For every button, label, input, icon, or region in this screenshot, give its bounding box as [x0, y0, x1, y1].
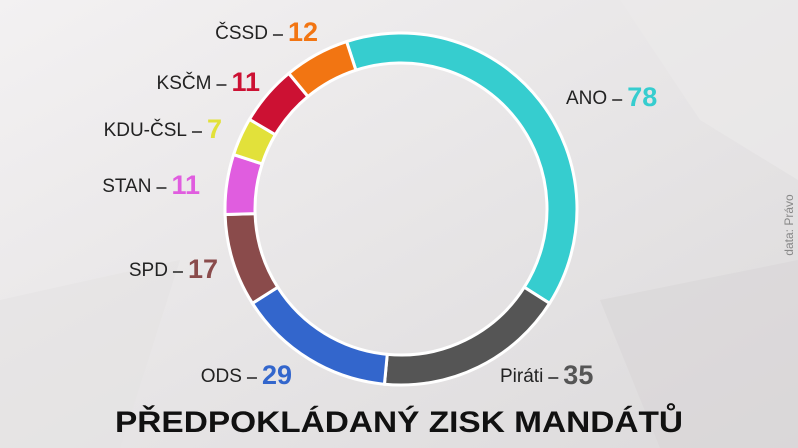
value-label: 29 [262, 360, 292, 390]
value-label: 12 [288, 17, 318, 47]
source: data: Právo [782, 194, 796, 256]
value-label: 17 [188, 254, 218, 284]
label-name: ČSSD [215, 22, 268, 44]
label-name: ANO [566, 88, 607, 109]
label-name: SPD [129, 260, 168, 281]
donut [223, 31, 579, 387]
bg-shape [620, 0, 798, 180]
value-label: 7 [207, 114, 222, 144]
value-label: 11 [171, 170, 200, 200]
chart-title: PŘEDPOKLÁDANÝ ZISK MANDÁTŮ [115, 403, 683, 439]
label-name: ODS [201, 366, 242, 387]
label-name: STAN [102, 176, 151, 197]
value-label: 11 [231, 67, 260, 97]
value-label: 35 [563, 360, 593, 390]
labels: ANO 78 Piráti 35 29 ODS 17 SPD 11 STAN 7 KDU-ČSL 11 K… [102, 17, 657, 390]
label-name: KDU-ČSL [104, 119, 187, 141]
bg-shape [0, 260, 180, 448]
bg-shape [600, 260, 798, 448]
slice [286, 39, 358, 99]
label-name: KSČM [157, 72, 212, 94]
label-name: Piráti [500, 366, 543, 387]
value-label: 78 [627, 82, 657, 112]
